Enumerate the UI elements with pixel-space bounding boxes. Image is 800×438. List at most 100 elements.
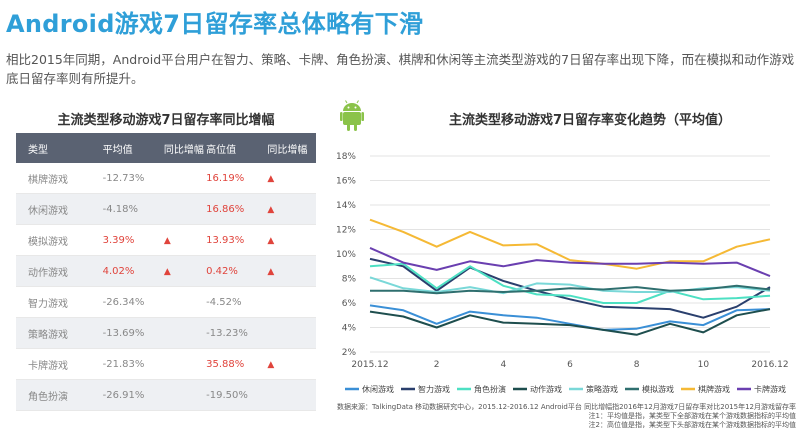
y-tick-label: 2%	[342, 348, 357, 358]
cell-avg-growth	[163, 348, 207, 380]
table-row: 智力游戏 -26.34% -4.52%	[16, 286, 316, 318]
y-tick-label: 16%	[336, 177, 356, 187]
series-line	[369, 246, 771, 278]
y-tick-label: 4%	[342, 324, 357, 334]
header-avg-growth: 同比增幅	[163, 133, 207, 163]
up-arrow-icon: ▲	[267, 204, 275, 215]
source-line-1: 数据来源：TalkingData 移动数据研究中心，2015.12-2016.1…	[337, 403, 796, 411]
cell-high: -4.52%	[206, 286, 268, 318]
header-high-growth: 同比增幅	[267, 133, 316, 163]
series-line	[369, 257, 771, 319]
cell-high: 16.19%	[206, 163, 268, 194]
y-tick-label: 14%	[336, 201, 356, 211]
up-arrow-icon: ▲	[163, 235, 171, 246]
cell-type: 角色扮演	[16, 379, 103, 411]
y-tick-label: 8%	[342, 275, 357, 285]
cell-high: 13.93%	[206, 224, 268, 256]
legend-label: 卡牌游戏	[754, 384, 786, 394]
cell-avg: -26.34%	[102, 286, 164, 318]
up-arrow-icon: ▲	[267, 266, 275, 277]
up-arrow-icon: ▲	[163, 266, 171, 277]
cell-avg: -13.69%	[102, 317, 164, 349]
cell-type: 棋牌游戏	[16, 163, 103, 194]
header-high: 高位值	[206, 133, 268, 163]
cell-high: 16.86%	[206, 193, 268, 225]
cell-avg-growth	[163, 317, 207, 349]
legend-label: 策略游戏	[586, 384, 618, 394]
cell-high-growth: ▲	[267, 163, 316, 194]
cell-avg: -26.91%	[102, 379, 164, 411]
up-arrow-icon: ▲	[267, 235, 275, 246]
x-tick-label: 6	[567, 360, 573, 370]
cell-avg: 4.02%	[102, 255, 164, 287]
y-tick-label: 12%	[336, 226, 356, 236]
x-tick-label: 2	[434, 360, 440, 370]
cell-avg: -4.18%	[102, 193, 164, 225]
cell-high: -13.23%	[206, 317, 268, 349]
cell-high-growth	[267, 379, 316, 411]
y-tick-label: 6%	[342, 299, 357, 309]
cell-avg-growth	[163, 379, 207, 411]
cell-type: 模拟游戏	[16, 224, 103, 256]
series-line	[369, 308, 771, 336]
cell-high-growth	[267, 317, 316, 349]
page-subtitle: 相比2015年同期，Android平台用户在智力、策略、卡牌、角色扮演、棋牌和休…	[6, 52, 795, 86]
x-tick-label: 4	[500, 360, 506, 370]
cell-type: 动作游戏	[16, 255, 103, 287]
header-type: 类型	[16, 133, 103, 163]
legend-label: 休闲游戏	[362, 384, 394, 394]
source-note: 数据来源：TalkingData 移动数据研究中心，2015.12-2016.1…	[300, 403, 796, 430]
cell-avg: -12.73%	[102, 163, 164, 194]
table-header-row: 类型 平均值 同比增幅 高位值 同比增幅	[16, 133, 316, 163]
cell-high-growth: ▲	[267, 348, 316, 380]
cell-high-growth	[267, 286, 316, 318]
cell-avg-growth	[163, 193, 207, 225]
legend-label: 智力游戏	[418, 384, 450, 394]
cell-high-growth: ▲	[267, 224, 316, 256]
cell-high-growth: ▲	[267, 255, 316, 287]
y-tick-label: 10%	[336, 250, 356, 260]
series-line	[369, 218, 771, 270]
cell-type: 休闲游戏	[16, 193, 103, 225]
x-tick-label: 8	[634, 360, 640, 370]
chart-title: 主流类型移动游戏7日留存率变化趋势（平均值）	[448, 113, 732, 128]
table-row: 角色扮演 -26.91% -19.50%	[16, 379, 316, 411]
retention-table: 类型 平均值 同比增幅 高位值 同比增幅 棋牌游戏 -12.73% 16.19% ▲ 休…	[16, 133, 316, 411]
table-row: 策略游戏 -13.69% -13.23%	[16, 317, 316, 349]
page-title: Android游戏7日留存率总体略有下滑	[6, 10, 424, 38]
cell-type: 卡牌游戏	[16, 348, 103, 380]
table-row: 卡牌游戏 -21.83% 35.88% ▲	[16, 348, 316, 380]
x-tick-label: 10	[698, 360, 710, 370]
up-arrow-icon: ▲	[267, 173, 275, 184]
series-line	[369, 276, 771, 295]
cell-avg-growth	[163, 286, 207, 318]
x-tick-label: 2016.12	[751, 360, 788, 370]
cell-avg-growth: ▲	[163, 255, 207, 287]
cell-high: -19.50%	[206, 379, 268, 411]
x-tick-label: 2015.12	[351, 360, 388, 370]
legend-label: 棋牌游戏	[698, 384, 730, 394]
series-line	[370, 284, 771, 295]
table-row: 模拟游戏 3.39% ▲ 13.93% ▲	[16, 224, 316, 256]
legend-label: 角色扮演	[474, 384, 506, 394]
android-icon	[340, 100, 364, 131]
cell-avg-growth: ▲	[163, 224, 207, 256]
table-row: 动作游戏 4.02% ▲ 0.42% ▲	[16, 255, 316, 287]
retention-line-chart: 2% 4% 6% 8% 10% 12% 14% 16% 18% 2015.12 2 4 6 8 10 2016…	[336, 152, 789, 394]
cell-avg: 3.39%	[102, 224, 164, 256]
series-line	[369, 262, 771, 304]
cell-type: 智力游戏	[16, 286, 103, 318]
table-row: 休闲游戏 -4.18% 16.86% ▲	[16, 193, 316, 225]
y-tick-label: 18%	[336, 152, 356, 162]
cell-avg: -21.83%	[102, 348, 164, 380]
cell-high: 0.42%	[206, 255, 268, 287]
table-title: 主流类型移动游戏7日留存率同比增幅	[57, 113, 275, 128]
cell-high: 35.88%	[206, 348, 268, 380]
table-body: 棋牌游戏 -12.73% 16.19% ▲ 休闲游戏 -4.18% 16.86% ▲ 模拟游戏 3…	[16, 163, 316, 411]
cell-avg-growth	[163, 163, 207, 194]
source-line-2: 注1：平均值是指，某类型下全部游戏在某个游戏数据指标的平均值	[588, 412, 796, 420]
series-line	[369, 304, 771, 331]
legend-label: 模拟游戏	[642, 384, 674, 394]
source-line-3: 注2：高位值是指，某类型下头部游戏在某个游戏数据指标的平均值	[588, 421, 796, 429]
cell-type: 策略游戏	[16, 317, 103, 349]
